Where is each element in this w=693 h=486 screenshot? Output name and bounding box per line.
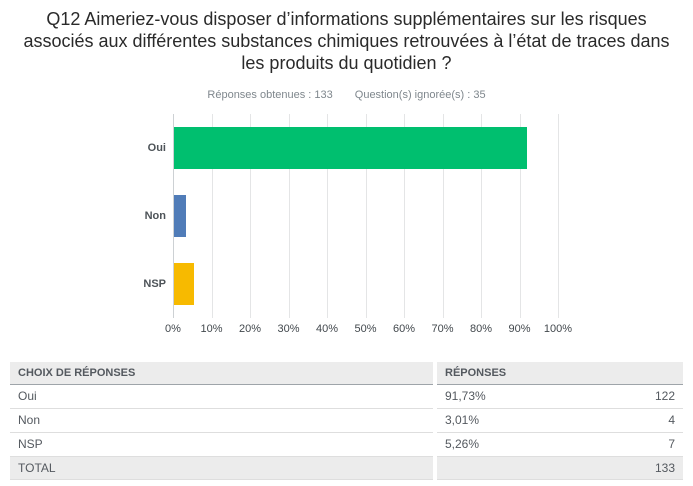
category-label-oui: Oui xyxy=(147,142,166,154)
choice-count: 122 xyxy=(605,384,684,409)
x-tick-label: 0% xyxy=(165,323,181,335)
column-header-choices: CHOIX DE RÉPONSES xyxy=(10,362,435,385)
choice-percent: 91,73% xyxy=(433,384,605,409)
gridline xyxy=(519,114,521,318)
choice-count: 4 xyxy=(605,408,684,433)
total-percent xyxy=(433,456,605,480)
total-row: TOTAL 133 xyxy=(10,456,684,480)
bar-oui xyxy=(174,127,528,169)
bar-non xyxy=(174,195,186,237)
x-tick-label: 30% xyxy=(277,323,300,335)
table-row: Oui 91,73% 122 xyxy=(10,384,684,409)
horizontal-bar-chart: 0% 10% 20% 30% 40% 50% 60% 70% 80% 90% 100% Oui Non… xyxy=(0,114,693,346)
gridline xyxy=(288,114,290,318)
gridline xyxy=(442,114,444,318)
gridline xyxy=(481,114,482,318)
gridline xyxy=(250,114,251,318)
x-tick-label: 90% xyxy=(508,323,531,335)
chart-plot-area: 0% 10% 20% 30% 40% 50% 60% 70% 80% 90% 100% xyxy=(165,114,572,335)
choice-label: Oui xyxy=(10,384,435,409)
gridline xyxy=(404,114,405,318)
bar-nsp xyxy=(174,263,195,305)
x-tick-label: 40% xyxy=(315,323,339,335)
answered-count-label: Réponses obtenues : 133 xyxy=(207,89,333,101)
gridline xyxy=(327,114,328,318)
table-header-row: CHOIX DE RÉPONSES RÉPONSES xyxy=(10,362,684,385)
table-row: Non 3,01% 4 xyxy=(10,408,684,433)
category-label-non: Non xyxy=(144,210,166,222)
x-tick-label: 50% xyxy=(354,323,377,335)
choice-label: NSP xyxy=(10,432,435,457)
skipped-count-label: Question(s) ignorée(s) : 35 xyxy=(354,89,486,101)
x-tick-label: 10% xyxy=(200,323,223,335)
choice-label: Non xyxy=(10,408,435,433)
gridline xyxy=(211,114,213,318)
results-table: CHOIX DE RÉPONSES RÉPONSES Oui 91,73% 12… xyxy=(10,362,684,480)
x-tick-label: 100% xyxy=(543,323,573,335)
gridline xyxy=(173,114,174,318)
x-tick-label: 70% xyxy=(431,323,454,335)
question-title: Q12 Aimeriez-vous disposer d’information… xyxy=(23,9,670,73)
gridline xyxy=(558,114,559,318)
total-label: TOTAL xyxy=(10,456,435,480)
choice-percent: 5,26% xyxy=(433,432,605,457)
x-tick-label: 20% xyxy=(238,323,262,335)
response-stats: Réponses obtenues : 133 Question(s) ignor… xyxy=(0,89,693,102)
gridline xyxy=(365,114,367,318)
x-tick-label: 80% xyxy=(469,323,493,335)
table-row: NSP 5,26% 7 xyxy=(10,432,684,457)
x-tick-label: 60% xyxy=(392,323,416,335)
category-label-nsp: NSP xyxy=(143,278,166,290)
choice-percent: 3,01% xyxy=(433,408,605,433)
column-header-responses: RÉPONSES xyxy=(432,362,684,385)
total-count: 133 xyxy=(605,456,684,480)
choice-count: 7 xyxy=(605,432,684,457)
